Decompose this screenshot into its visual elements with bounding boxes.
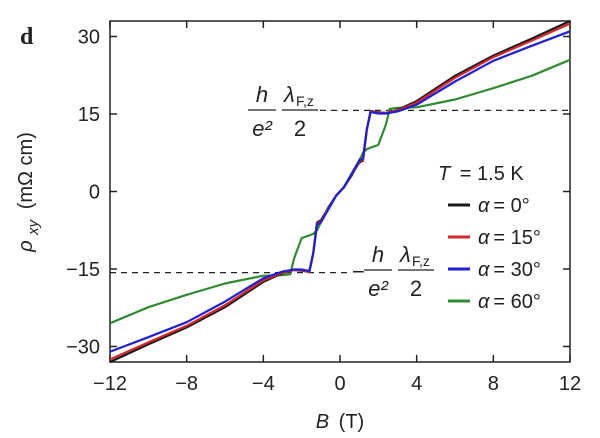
annotation-upper-num-b: λ [283,82,295,107]
legend-entry-label: α = 0° [478,195,530,217]
y-tick-label: −30 [66,337,100,359]
annotation-lower-num-a: h [372,242,384,267]
annotation-lower-num-b: λ [399,242,411,267]
legend-title-symbol: T [438,163,452,185]
y-tick-label: 0 [89,182,100,204]
x-axis-ticks: −12 −8 −4 0 4 8 12 [93,21,581,395]
x-axis-title: B (T) [316,411,364,433]
x-axis-symbol: B [316,411,329,433]
annotation-upper-num-a: h [256,82,268,107]
x-tick-label: −4 [252,373,275,395]
y-tick-label: 15 [78,104,100,126]
x-tick-label: 8 [488,373,499,395]
legend: T = 1.5 K α = 0° α = 15° α = 30° α = 60° [438,163,541,313]
x-tick-label: 4 [411,373,422,395]
y-tick-label: 30 [78,27,100,49]
panel-label: d [20,24,34,50]
annotation-lower-den-b: 2 [410,276,422,301]
annotation-upper-den-b: 2 [294,116,306,141]
y-axis-unit: (mΩ cm) [15,132,37,209]
x-tick-label: 12 [559,373,581,395]
legend-entry-label: α = 60° [478,291,541,313]
x-tick-label: 0 [334,373,345,395]
annotation-lower-sign: − [352,259,365,284]
annotation-lower: − h e² λ F,z 2 [352,242,434,301]
annotation-upper-den-a: e² [252,116,272,141]
x-axis-unit: (T) [339,411,365,433]
y-axis-symbol: ρ [15,240,37,252]
legend-title-value: = 1.5 K [460,163,525,185]
series-line-2 [109,30,571,353]
y-axis-title: ρ xy (mΩ cm) [15,132,43,253]
annotation-lower-den-a: e² [368,276,388,301]
y-axis-ticks: −30 −15 0 15 30 [66,27,570,359]
legend-entry-label: α = 30° [478,259,541,281]
x-tick-label: −8 [175,373,198,395]
y-tick-label: −15 [66,259,100,281]
x-tick-label: −12 [93,373,127,395]
annotation-upper: h e² λ F,z 2 [248,82,318,141]
annotation-upper-num-b-sub: F,z [296,93,314,109]
y-axis-subscript: xy [25,218,42,236]
legend-entry-label: α = 15° [478,227,541,249]
series-group [109,20,571,363]
annotation-lower-num-b-sub: F,z [412,253,430,269]
legend-title: T = 1.5 K [438,163,524,185]
